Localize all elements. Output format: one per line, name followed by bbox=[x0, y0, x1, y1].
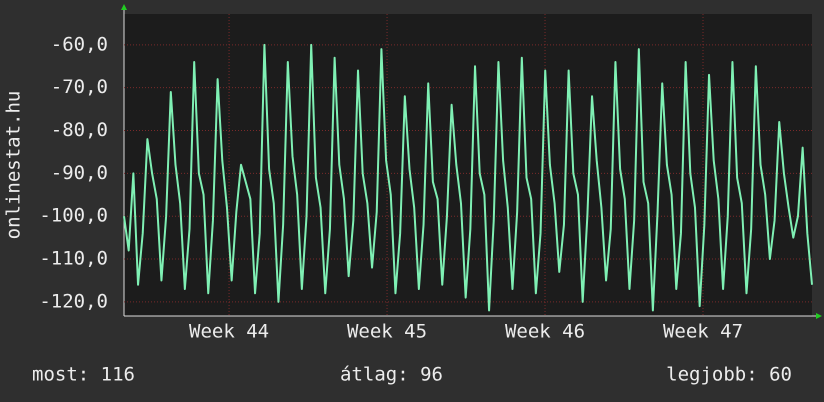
stat-best: legjobb: 60 bbox=[666, 364, 792, 386]
x-arrow bbox=[816, 313, 822, 319]
y-tick-label: -100,0 bbox=[39, 205, 108, 227]
y-tick-label: -60,0 bbox=[51, 33, 108, 55]
x-tick-label: Week 47 bbox=[663, 321, 743, 343]
stat-current: most: 116 bbox=[32, 364, 135, 386]
y-tick-label: -120,0 bbox=[39, 290, 108, 312]
x-tick-label: Week 45 bbox=[347, 321, 427, 343]
y-tick-label: -80,0 bbox=[51, 119, 108, 141]
x-tick-label: Week 44 bbox=[189, 321, 269, 343]
stat-average: átlag: 96 bbox=[340, 364, 443, 386]
data-line bbox=[123, 43, 813, 312]
y-tick-label: -70,0 bbox=[51, 76, 108, 98]
y-tick-label: -90,0 bbox=[51, 162, 108, 184]
y-tick-label: -110,0 bbox=[39, 248, 108, 270]
y-axis-label: onlinestat.hu bbox=[3, 91, 25, 240]
y-arrow bbox=[121, 4, 127, 10]
x-tick-label: Week 46 bbox=[505, 321, 585, 343]
